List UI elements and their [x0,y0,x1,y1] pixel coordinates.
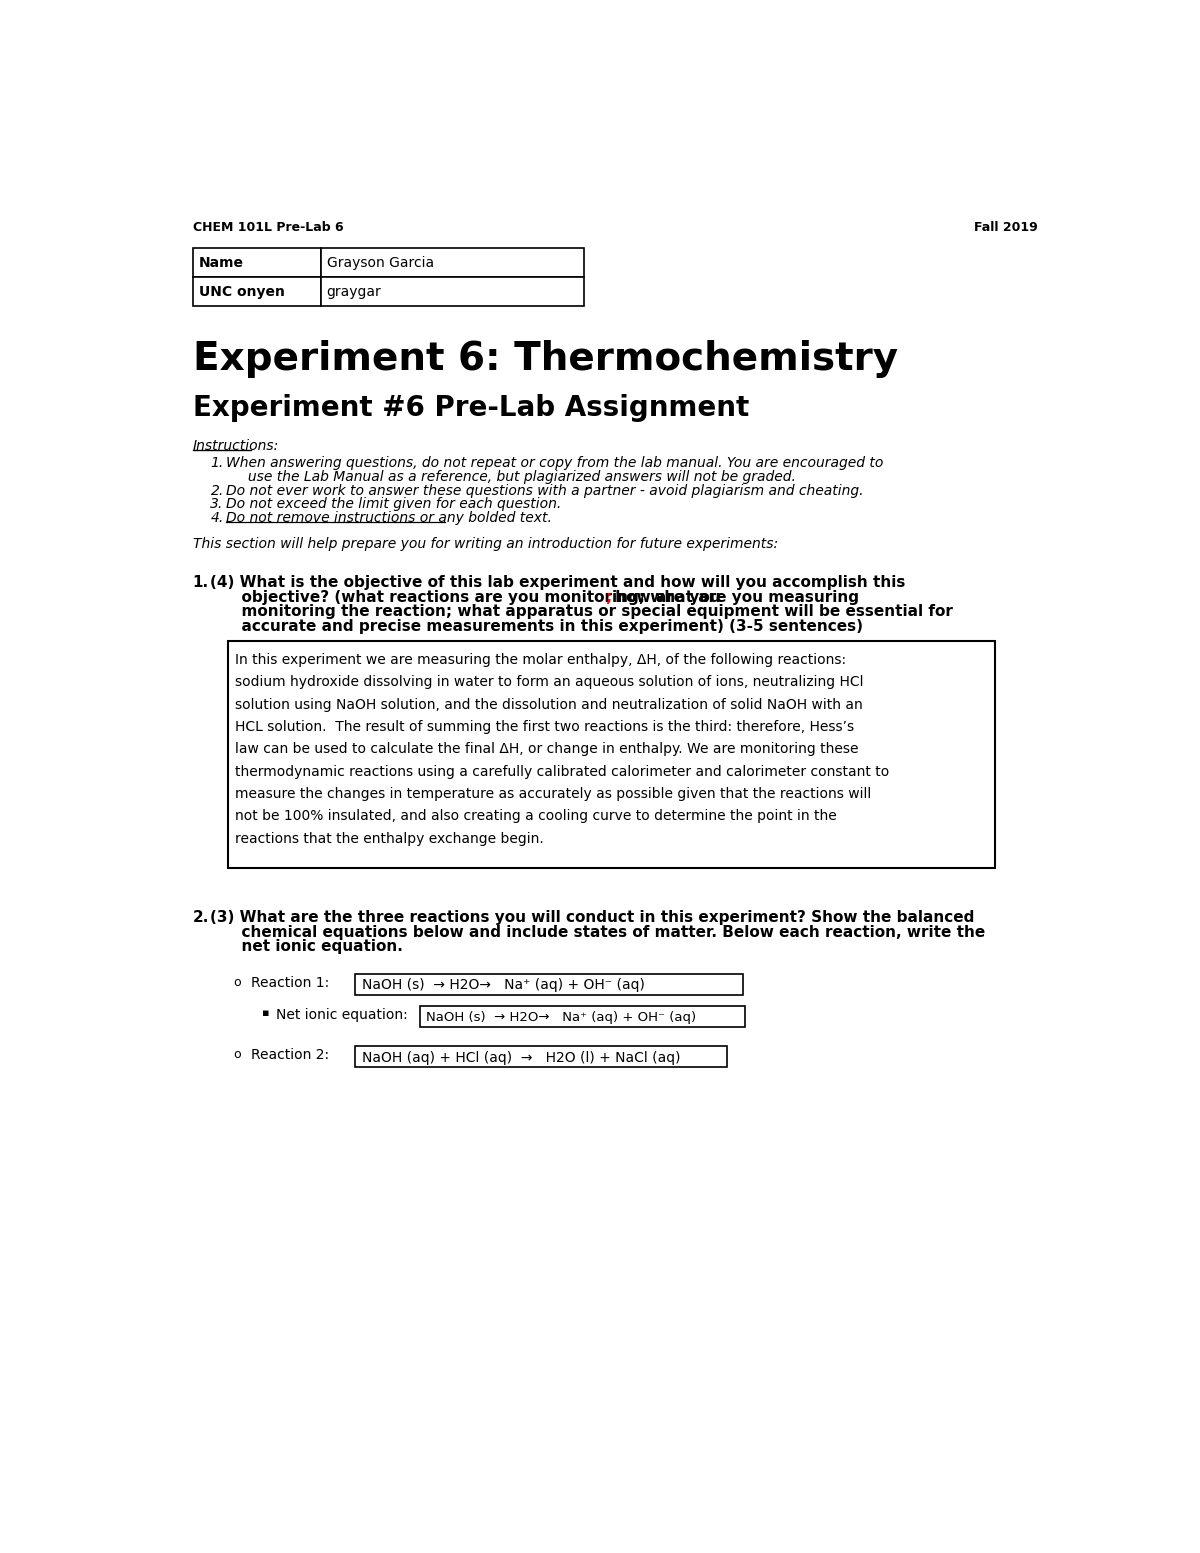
Bar [355,1047,727,1067]
Text: Do not exceed the limit given for each question.: Do not exceed the limit given for each q… [226,497,562,511]
Text: law can be used to calculate the final ΔH, or change in enthalpy. We are monitor: law can be used to calculate the final Δ… [235,742,859,756]
Bar [193,278,320,306]
Text: o: o [234,975,241,989]
Text: When answering questions, do not repeat or copy from the lab manual. You are enc: When answering questions, do not repeat … [226,457,883,471]
Text: Reaction 2:: Reaction 2: [251,1048,329,1062]
Text: chemical equations below and include states of matter. Below each reaction, writ: chemical equations below and include sta… [210,924,985,940]
Text: thermodynamic reactions using a carefully calibrated calorimeter and calorimeter: thermodynamic reactions using a carefull… [235,764,889,778]
Text: NaOH (s)  → H2O→   Na⁺ (aq) + OH⁻ (aq): NaOH (s) → H2O→ Na⁺ (aq) + OH⁻ (aq) [426,1011,696,1023]
Text: measure the changes in temperature as accurately as possible given that the reac: measure the changes in temperature as ac… [235,787,871,801]
Text: 2.: 2. [210,483,223,497]
Text: (4) What is the objective of this lab experiment and how will you accomplish thi: (4) What is the objective of this lab ex… [210,575,906,590]
Text: This section will help prepare you for writing an introduction for future experi: This section will help prepare you for w… [193,537,778,551]
Text: objective? (what reactions are you monitoring; what are you measuring: objective? (what reactions are you monit… [210,590,859,604]
Bar [420,1006,745,1027]
Text: HCL solution.  The result of summing the first two reactions is the third: there: HCL solution. The result of summing the … [235,721,854,735]
Text: 4.: 4. [210,511,223,525]
Text: CHEM 101L Pre-Lab 6: CHEM 101L Pre-Lab 6 [193,221,343,235]
Text: ▪: ▪ [263,1008,270,1017]
Text: reactions that the enthalpy exchange begin.: reactions that the enthalpy exchange beg… [235,831,544,846]
Bar [228,641,995,868]
Text: NaOH (s)  → H2O→   Na⁺ (aq) + OH⁻ (aq): NaOH (s) → H2O→ Na⁺ (aq) + OH⁻ (aq) [361,978,644,992]
Text: UNC onyen: UNC onyen [199,284,284,298]
Text: Grayson Garcia: Grayson Garcia [326,256,434,270]
Text: Reaction 1:: Reaction 1: [251,975,329,989]
Text: In this experiment we are measuring the molar enthalpy, ΔH, of the following rea: In this experiment we are measuring the … [235,652,846,666]
Bar [355,974,743,995]
Text: Do not ever work to answer these questions with a partner - avoid plagiarism and: Do not ever work to answer these questio… [226,483,864,497]
Text: Name: Name [199,256,244,270]
Bar [193,248,320,278]
Text: o: o [234,1048,241,1061]
Text: monitoring the reaction; what apparatus or special equipment will be essential f: monitoring the reaction; what apparatus … [210,604,953,620]
Text: 2.: 2. [193,910,209,926]
Text: ;: ; [606,590,612,604]
Text: Experiment #6 Pre-Lab Assignment: Experiment #6 Pre-Lab Assignment [193,394,749,422]
Text: graygar: graygar [326,284,382,298]
Text: Experiment 6: Thermochemistry: Experiment 6: Thermochemistry [193,340,898,379]
Text: Net ionic equation:: Net ionic equation: [276,1008,407,1022]
Text: net ionic equation.: net ionic equation. [210,940,403,955]
Text: Fall 2019: Fall 2019 [973,221,1037,235]
Text: 1.: 1. [210,457,223,471]
Text: 1.: 1. [193,575,209,590]
Text: how are you: how are you [611,590,721,604]
Text: use the Lab Manual as a reference, but plagiarized answers will not be graded.: use the Lab Manual as a reference, but p… [226,469,796,483]
Text: not be 100% insulated, and also creating a cooling curve to determine the point : not be 100% insulated, and also creating… [235,809,838,823]
Text: sodium hydroxide dissolving in water to form an aqueous solution of ions, neutra: sodium hydroxide dissolving in water to … [235,676,864,690]
Text: accurate and precise measurements in this experiment) (3-5 sentences): accurate and precise measurements in thi… [210,620,864,634]
Text: Instructions:: Instructions: [193,439,278,453]
Text: NaOH (aq) + HCl (aq)  →   H2O (l) + NaCl (aq): NaOH (aq) + HCl (aq) → H2O (l) + NaCl (a… [361,1051,680,1065]
Text: (3) What are the three reactions you will conduct in this experiment? Show the b: (3) What are the three reactions you wil… [210,910,974,926]
Text: Do not remove instructions or any bolded text.: Do not remove instructions or any bolded… [226,511,552,525]
Bar [320,278,584,306]
Text: 3.: 3. [210,497,223,511]
Bar [320,248,584,278]
Text: solution using NaOH solution, and the dissolution and neutralization of solid Na: solution using NaOH solution, and the di… [235,697,863,711]
